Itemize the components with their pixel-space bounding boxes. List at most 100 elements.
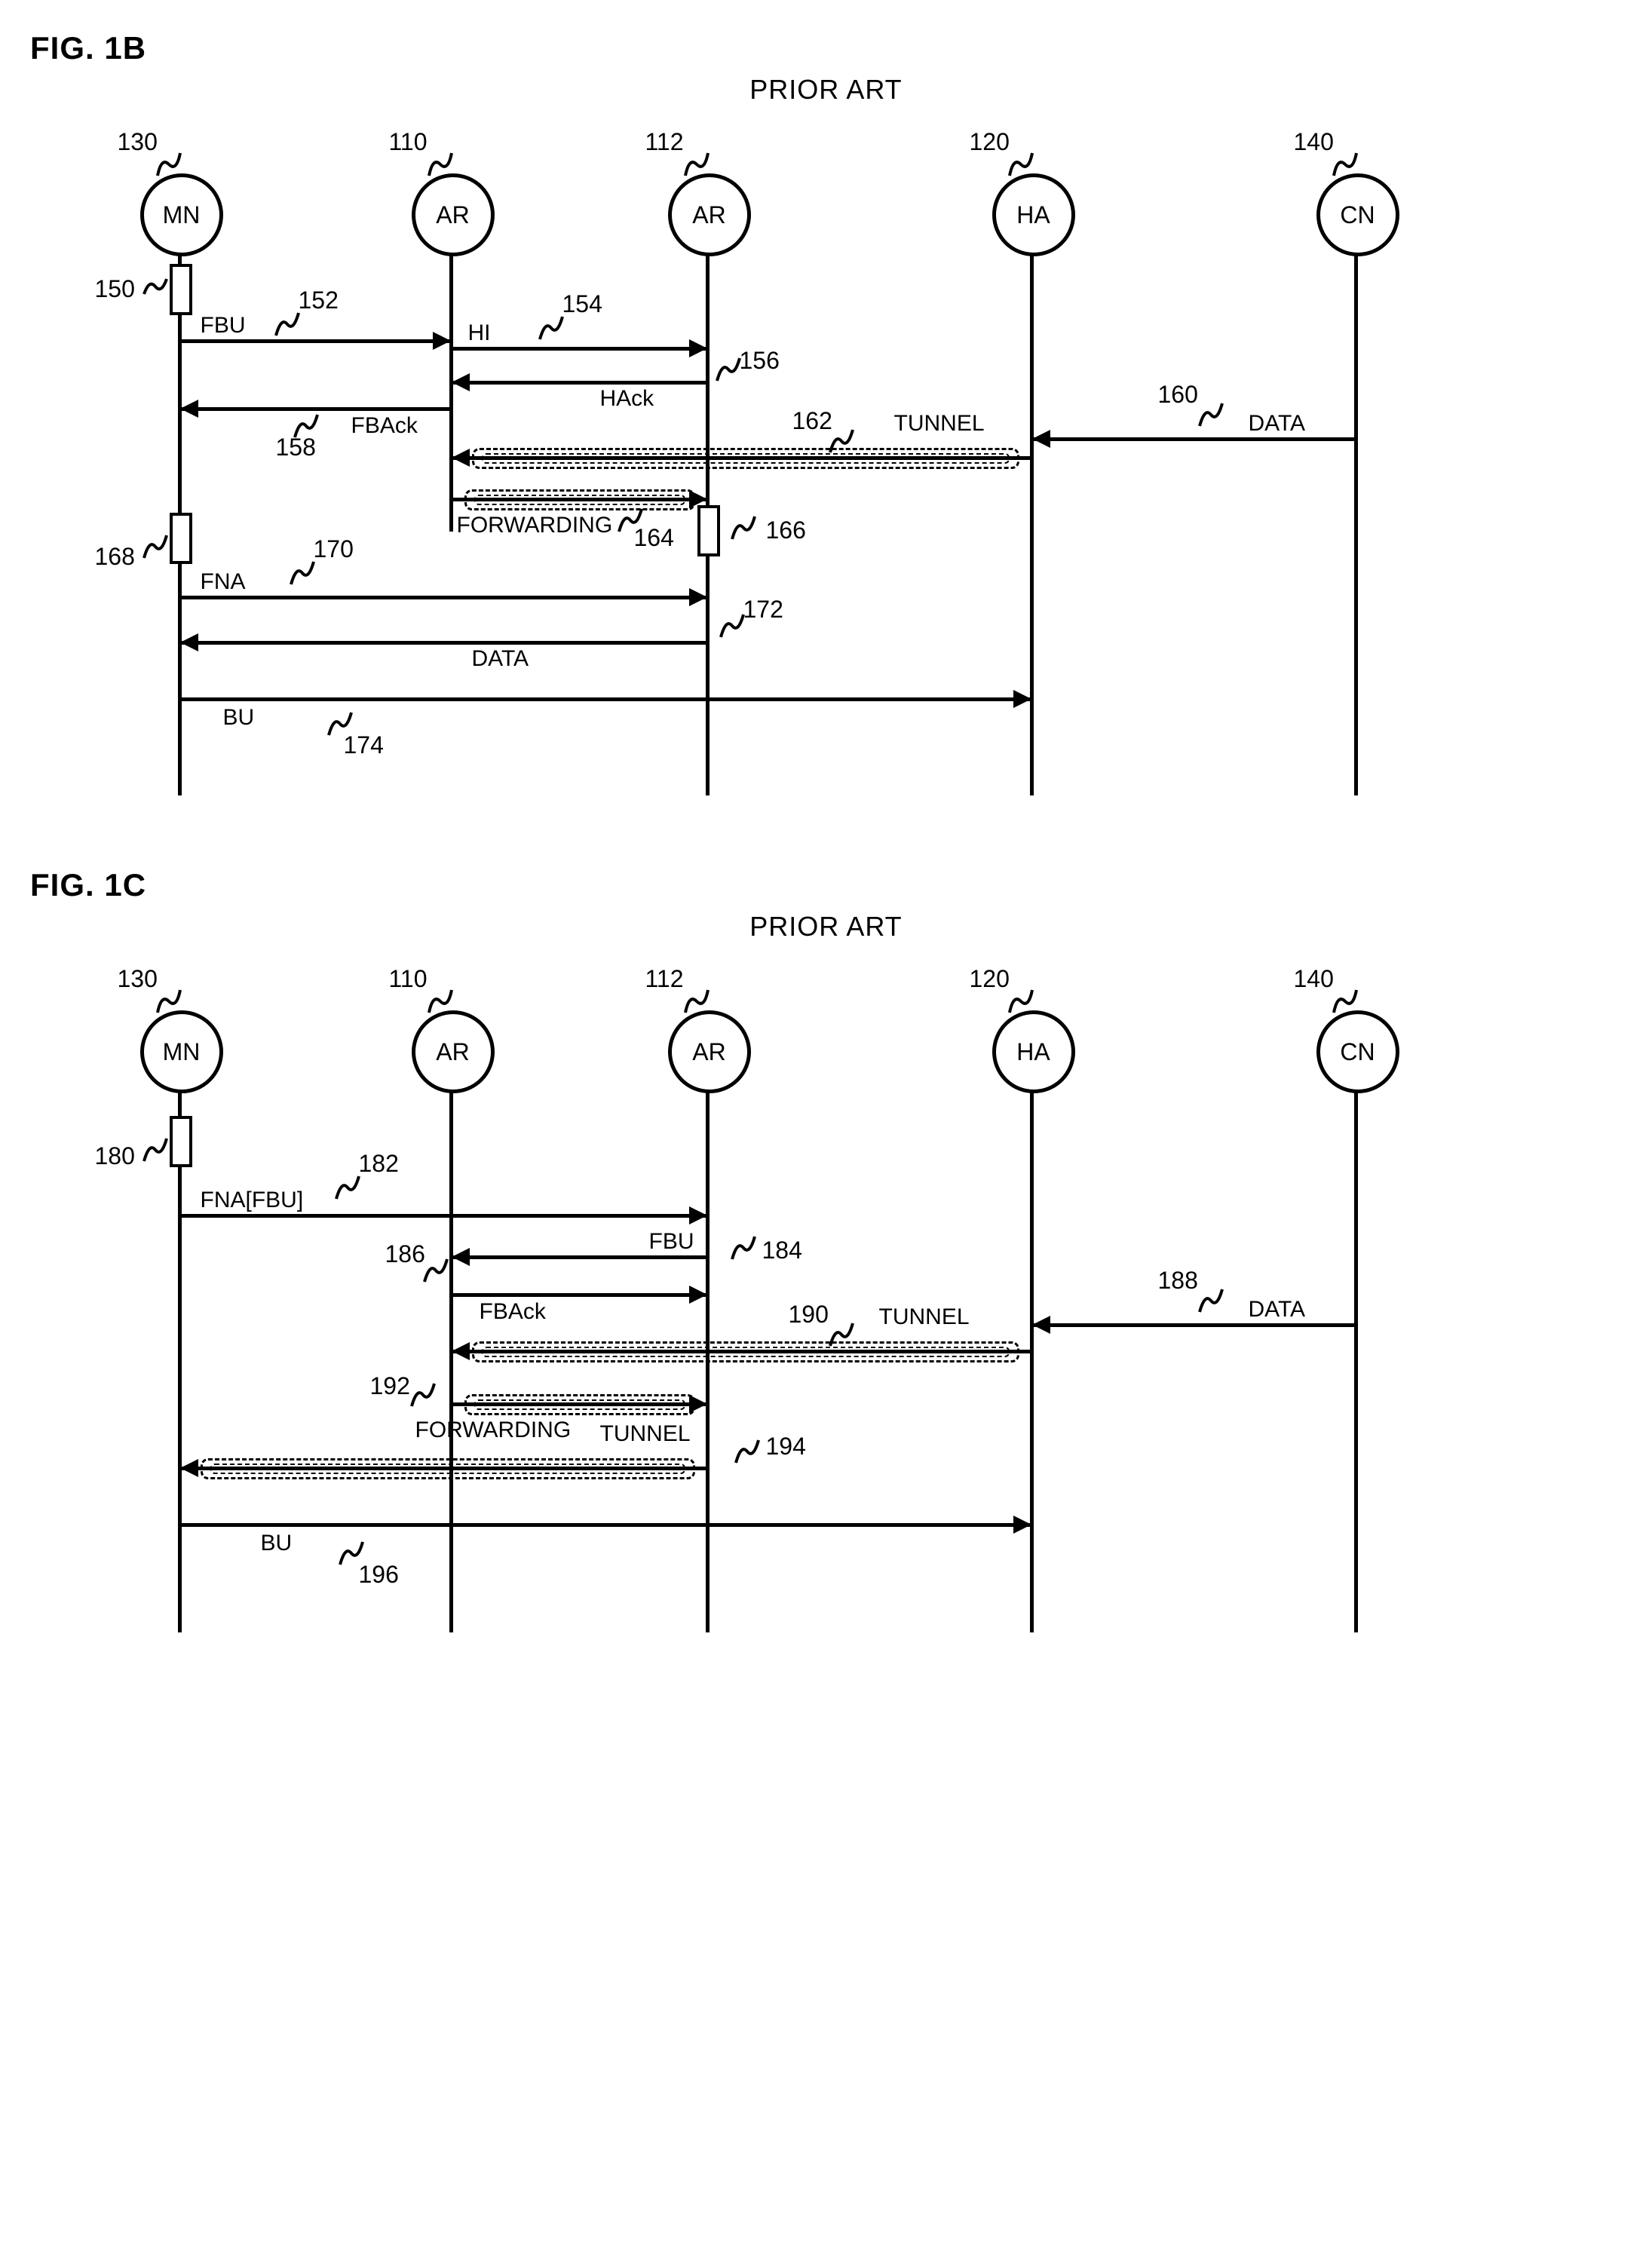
ref-140: 140 xyxy=(1294,128,1334,156)
tunnel-box xyxy=(472,448,1019,469)
ref-192: 192 xyxy=(370,1372,410,1400)
label-fbu-c: FBU xyxy=(649,1229,694,1255)
label-fna: FNA xyxy=(201,569,246,595)
msg-bu-c xyxy=(182,1523,1030,1527)
tunnel-box xyxy=(464,489,695,510)
label-fbu: FBU xyxy=(201,313,246,339)
tunnel-box xyxy=(464,1394,695,1415)
squiggle-icon xyxy=(717,611,747,641)
squiggle-icon xyxy=(826,1320,857,1350)
ref-184: 184 xyxy=(762,1237,802,1264)
squiggle-icon xyxy=(425,149,455,179)
msg-data xyxy=(1034,437,1354,441)
squiggle-icon xyxy=(1196,1286,1226,1316)
squiggle-icon xyxy=(291,411,321,441)
figure-1c: FIG. 1C PRIOR ART MN 130 AR 110 AR 112 H… xyxy=(30,867,1622,1644)
ref-120c: 120 xyxy=(970,965,1010,993)
label-data: DATA xyxy=(1249,411,1306,437)
msg-data-c xyxy=(1034,1323,1354,1327)
label-hack: HAck xyxy=(600,386,654,412)
ref-172: 172 xyxy=(743,596,783,624)
squiggle-icon xyxy=(336,1538,366,1568)
ref-150: 150 xyxy=(95,275,135,303)
label-fback-c: FBAck xyxy=(480,1299,546,1325)
ref-130: 130 xyxy=(118,128,158,156)
label-bu: BU xyxy=(223,705,255,731)
fig-1c-subtitle: PRIOR ART xyxy=(30,911,1622,943)
figure-1b: FIG. 1B PRIOR ART MN 130 AR 110 AR 112 H… xyxy=(30,30,1622,807)
tunnel-box xyxy=(472,1341,1019,1362)
squiggle-icon xyxy=(1330,986,1360,1016)
ref-152: 152 xyxy=(299,287,339,314)
ref-110c: 110 xyxy=(389,965,428,993)
label-data-c: DATA xyxy=(1249,1297,1306,1323)
squiggle-icon xyxy=(536,313,566,343)
msg-fbu xyxy=(182,339,449,343)
msg-bu xyxy=(182,697,1030,701)
activation-box xyxy=(697,505,720,556)
ref-112: 112 xyxy=(645,128,684,156)
label-bu-c: BU xyxy=(261,1531,293,1556)
node-cn: CN xyxy=(1316,173,1399,256)
squiggle-icon xyxy=(713,354,743,385)
lifeline-ar1 xyxy=(449,1090,453,1632)
node-ha: HA xyxy=(992,1010,1075,1093)
lifeline-ar1 xyxy=(449,253,453,532)
msg-hack xyxy=(453,381,706,385)
diagram-1c: MN 130 AR 110 AR 112 HA 120 CN 140 180 F… xyxy=(72,965,1580,1644)
squiggle-icon xyxy=(154,986,184,1016)
ref-140c: 140 xyxy=(1294,965,1334,993)
lifeline-cn xyxy=(1354,1090,1358,1632)
squiggle-icon xyxy=(1006,986,1036,1016)
lifeline-mn xyxy=(178,1090,182,1632)
label-fback: FBAck xyxy=(351,413,418,439)
node-ar1: AR xyxy=(412,1010,495,1093)
ref-194: 194 xyxy=(766,1433,806,1461)
msg-hi xyxy=(453,347,706,351)
ref-154: 154 xyxy=(562,290,602,318)
ref-110: 110 xyxy=(389,128,428,156)
diagram-1b: MN 130 AR 110 AR 112 HA 120 CN 140 150 F… xyxy=(72,128,1580,807)
squiggle-icon xyxy=(140,1135,170,1165)
label-tunnel2-c: TUNNEL xyxy=(600,1421,691,1447)
label-forwarding: FORWARDING xyxy=(457,513,613,538)
squiggle-icon xyxy=(325,709,355,739)
squiggle-icon xyxy=(421,1255,451,1286)
squiggle-icon xyxy=(272,309,302,339)
squiggle-icon xyxy=(140,532,170,562)
label-tunnel: TUNNEL xyxy=(894,411,985,437)
msg-fna xyxy=(182,596,706,599)
ref-112c: 112 xyxy=(645,965,684,993)
node-ar2: AR xyxy=(668,1010,751,1093)
squiggle-icon xyxy=(728,1233,759,1263)
fig-1c-label: FIG. 1C xyxy=(30,867,1622,903)
ref-188: 188 xyxy=(1158,1267,1198,1295)
node-ha: HA xyxy=(992,173,1075,256)
squiggle-icon xyxy=(287,558,317,588)
squiggle-icon xyxy=(140,275,170,298)
node-mn: MN xyxy=(140,173,223,256)
squiggle-icon xyxy=(682,149,712,179)
msg-fnafbu xyxy=(182,1214,706,1218)
ref-156: 156 xyxy=(740,347,780,375)
label-fwd-c: FORWARDING xyxy=(415,1418,572,1443)
squiggle-icon xyxy=(154,149,184,179)
squiggle-icon xyxy=(425,986,455,1016)
squiggle-icon xyxy=(1196,400,1226,430)
lifeline-ha xyxy=(1030,253,1034,795)
squiggle-icon xyxy=(682,986,712,1016)
squiggle-icon xyxy=(1006,149,1036,179)
activation-box xyxy=(170,1116,192,1167)
node-ar2: AR xyxy=(668,173,751,256)
squiggle-icon xyxy=(728,513,759,543)
msg-data2 xyxy=(182,641,706,645)
squiggle-icon xyxy=(732,1436,762,1467)
lifeline-cn xyxy=(1354,253,1358,795)
ref-190: 190 xyxy=(789,1301,829,1329)
squiggle-icon xyxy=(1330,149,1360,179)
activation-box xyxy=(170,264,192,315)
ref-160: 160 xyxy=(1158,381,1198,409)
label-tunnel-c: TUNNEL xyxy=(879,1304,970,1330)
ref-170: 170 xyxy=(314,535,354,563)
squiggle-icon xyxy=(333,1172,363,1203)
